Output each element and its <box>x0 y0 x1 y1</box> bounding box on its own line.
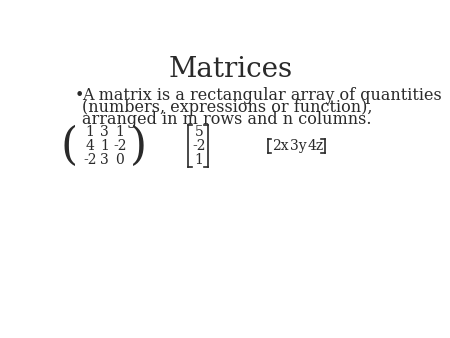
Text: 4z: 4z <box>307 139 324 153</box>
Text: ): ) <box>130 124 147 168</box>
Text: 5: 5 <box>195 125 203 139</box>
Text: •: • <box>74 87 84 104</box>
Text: 1: 1 <box>100 139 109 153</box>
Text: 3: 3 <box>100 125 109 139</box>
Text: 3: 3 <box>100 153 109 167</box>
Text: 1: 1 <box>115 125 124 139</box>
Text: 1: 1 <box>86 125 94 139</box>
Text: (numbers, expressions or function),: (numbers, expressions or function), <box>82 99 373 116</box>
Text: -2: -2 <box>192 139 206 153</box>
Text: 2x: 2x <box>272 139 289 153</box>
Text: (: ( <box>60 124 77 168</box>
Text: -2: -2 <box>113 139 126 153</box>
Text: 3y: 3y <box>290 139 307 153</box>
Text: 0: 0 <box>115 153 124 167</box>
Text: 4: 4 <box>86 139 94 153</box>
Text: arranged in m rows and n columns.: arranged in m rows and n columns. <box>82 112 372 128</box>
Text: Matrices: Matrices <box>169 56 292 83</box>
Text: -2: -2 <box>83 153 96 167</box>
Text: 1: 1 <box>194 153 203 167</box>
Text: A matrix is a rectangular array of quantities: A matrix is a rectangular array of quant… <box>82 87 442 104</box>
